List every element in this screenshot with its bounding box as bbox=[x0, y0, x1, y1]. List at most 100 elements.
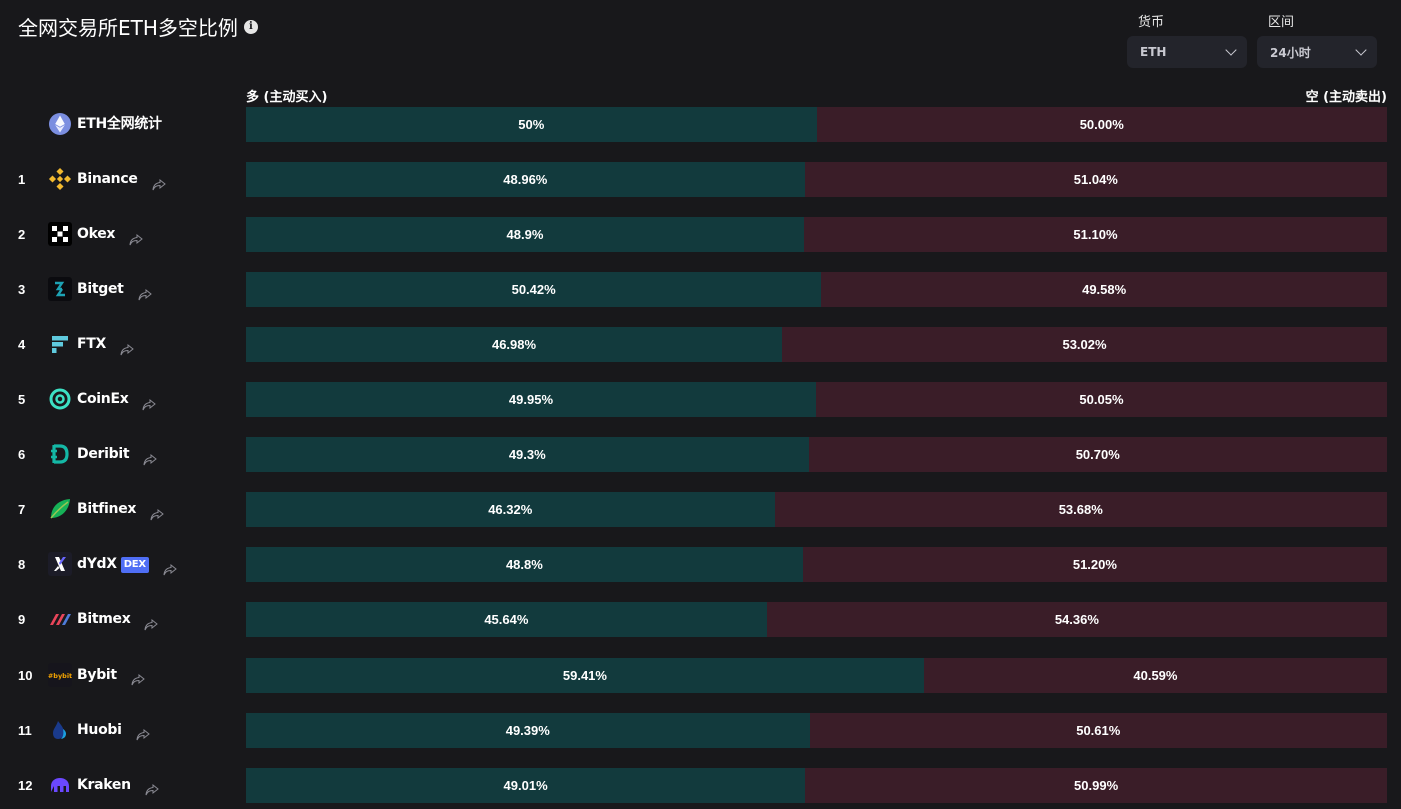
long-percent: 59.41% bbox=[562, 667, 607, 683]
exchange-name[interactable]: Bitget bbox=[77, 272, 152, 307]
long-percent: 46.32% bbox=[488, 502, 533, 518]
long-short-bar: 48.8% 51.20% bbox=[246, 547, 1387, 583]
rank-number: 9 bbox=[18, 612, 26, 628]
short-segment: 53.68% bbox=[774, 492, 1387, 528]
exchange-row: 12 Kraken 49.01% 50.99% bbox=[0, 767, 1401, 803]
long-header: 多 (主动买入) bbox=[246, 90, 328, 105]
short-segment: 51.04% bbox=[804, 162, 1387, 198]
exchange-row: 3 Bitget 50.42% 49.58% bbox=[0, 272, 1401, 308]
share-icon[interactable] bbox=[129, 225, 143, 245]
exchange-name[interactable]: FTX bbox=[77, 327, 134, 362]
short-segment: 50.61% bbox=[809, 712, 1387, 748]
share-icon[interactable] bbox=[144, 610, 159, 631]
rank-number: 7 bbox=[18, 502, 26, 518]
exchange-name[interactable]: Kraken bbox=[77, 768, 159, 803]
chevron-down-icon bbox=[1355, 44, 1367, 56]
exchange-name[interactable]: Bybit bbox=[77, 658, 145, 693]
share-icon[interactable] bbox=[131, 665, 145, 686]
share-icon[interactable] bbox=[120, 335, 134, 355]
interval-filter: 区间 24小时 bbox=[1257, 11, 1377, 68]
long-segment: 46.32% bbox=[246, 492, 775, 528]
currency-select[interactable]: ETH bbox=[1127, 36, 1247, 68]
short-percent: 53.68% bbox=[1058, 502, 1103, 518]
rank-number: 2 bbox=[18, 227, 26, 243]
ftx-icon bbox=[48, 332, 72, 356]
exchange-name[interactable]: CoinEx bbox=[77, 382, 157, 417]
exchange-name-text: Bybit bbox=[77, 666, 117, 683]
long-short-bar: 48.96% 51.04% bbox=[246, 162, 1387, 198]
interval-select[interactable]: 24小时 bbox=[1257, 36, 1377, 68]
rank-number: 3 bbox=[18, 282, 26, 298]
exchange-row: 10 #bybit Bybit 59.41% 40.59% bbox=[0, 657, 1401, 693]
exchange-name[interactable]: Okex bbox=[77, 217, 143, 252]
long-percent: 46.98% bbox=[491, 337, 537, 353]
long-short-bar: 49.3% 50.70% bbox=[246, 437, 1387, 473]
rank-number: 12 bbox=[18, 777, 33, 793]
exchange-row: 8 dYdX DEX 48.8% 51.20% bbox=[0, 547, 1401, 583]
share-icon[interactable] bbox=[145, 775, 159, 796]
long-segment: 59.41% bbox=[246, 657, 924, 693]
long-percent: 50.42% bbox=[511, 282, 556, 298]
exchange-name[interactable]: dYdX DEX bbox=[77, 547, 177, 582]
bitfinex-icon bbox=[48, 497, 72, 521]
exchange-name[interactable]: Bitmex bbox=[77, 602, 159, 637]
dex-badge: DEX bbox=[120, 556, 149, 573]
long-segment: 49.01% bbox=[246, 767, 806, 803]
rank-number: 10 bbox=[18, 667, 33, 683]
rank-number: 6 bbox=[18, 447, 26, 463]
share-icon[interactable] bbox=[136, 720, 150, 741]
exchange-name-text: Bitmex bbox=[77, 611, 131, 628]
page-title-text: 全网交易所ETH多空比例 bbox=[18, 16, 238, 40]
share-icon[interactable] bbox=[138, 280, 152, 300]
interval-value: 24小时 bbox=[1270, 45, 1311, 60]
short-percent: 51.04% bbox=[1073, 172, 1118, 188]
long-segment: 48.96% bbox=[246, 162, 805, 198]
svg-text:#bybit: #bybit bbox=[48, 672, 72, 680]
long-segment: 48.8% bbox=[246, 547, 803, 583]
exchange-name-text: Kraken bbox=[77, 776, 131, 793]
exchange-name: ETH全网统计 bbox=[77, 107, 162, 142]
currency-filter: 货币 ETH bbox=[1127, 11, 1247, 68]
exchange-name-text: CoinEx bbox=[77, 391, 129, 408]
exchange-name[interactable]: Huobi bbox=[77, 713, 150, 748]
dydx-icon bbox=[48, 552, 72, 577]
long-segment: 50% bbox=[246, 107, 817, 142]
short-percent: 49.58% bbox=[1082, 282, 1127, 298]
share-icon[interactable] bbox=[150, 500, 164, 521]
short-percent: 54.36% bbox=[1054, 612, 1099, 628]
share-icon[interactable] bbox=[142, 390, 157, 410]
exchange-row: 2 Okex 48.9% 51.10% bbox=[0, 217, 1401, 253]
long-short-bar: 46.32% 53.68% bbox=[246, 492, 1387, 528]
short-segment: 50.99% bbox=[805, 767, 1387, 803]
short-segment: 40.59% bbox=[923, 657, 1387, 693]
huobi-icon bbox=[48, 718, 72, 742]
chevron-down-icon bbox=[1225, 44, 1237, 56]
binance-icon bbox=[48, 167, 72, 191]
exchange-name-text: Bitget bbox=[77, 281, 124, 298]
short-segment: 53.02% bbox=[782, 327, 1387, 363]
rank-number: 4 bbox=[18, 337, 26, 353]
short-segment: 54.36% bbox=[766, 602, 1387, 638]
long-short-bar: 50% 50.00% bbox=[246, 107, 1387, 142]
long-percent: 49.95% bbox=[508, 392, 553, 408]
exchange-name[interactable]: Binance bbox=[77, 162, 166, 197]
page-title: 全网交易所ETH多空比例 i bbox=[18, 12, 258, 41]
info-icon[interactable]: i bbox=[243, 19, 258, 34]
share-icon[interactable] bbox=[143, 445, 158, 466]
long-percent: 50% bbox=[518, 117, 545, 132]
exchange-name-text: Okex bbox=[77, 226, 116, 243]
deribit-icon bbox=[48, 442, 72, 466]
exchange-row: 9 Bitmex 45.64% 54.36% bbox=[0, 602, 1401, 638]
short-percent: 50.00% bbox=[1079, 117, 1124, 132]
long-segment: 50.42% bbox=[246, 272, 822, 308]
exchange-name[interactable]: Bitfinex bbox=[77, 492, 164, 527]
exchange-row: 11 Huobi 49.39% 50.61% bbox=[0, 712, 1401, 748]
exchange-name-text: Deribit bbox=[77, 446, 130, 463]
long-percent: 48.9% bbox=[506, 227, 544, 243]
share-icon[interactable] bbox=[163, 555, 177, 576]
share-icon[interactable] bbox=[152, 170, 166, 190]
exchange-name[interactable]: Deribit bbox=[77, 437, 158, 472]
long-percent: 49.01% bbox=[503, 777, 548, 793]
short-percent: 51.20% bbox=[1072, 557, 1117, 573]
long-short-bar: 49.01% 50.99% bbox=[246, 767, 1387, 803]
